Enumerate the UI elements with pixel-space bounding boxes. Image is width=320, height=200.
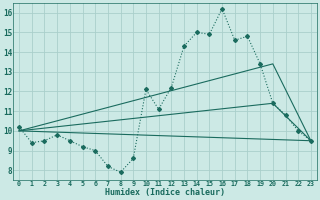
X-axis label: Humidex (Indice chaleur): Humidex (Indice chaleur) [105,188,225,197]
